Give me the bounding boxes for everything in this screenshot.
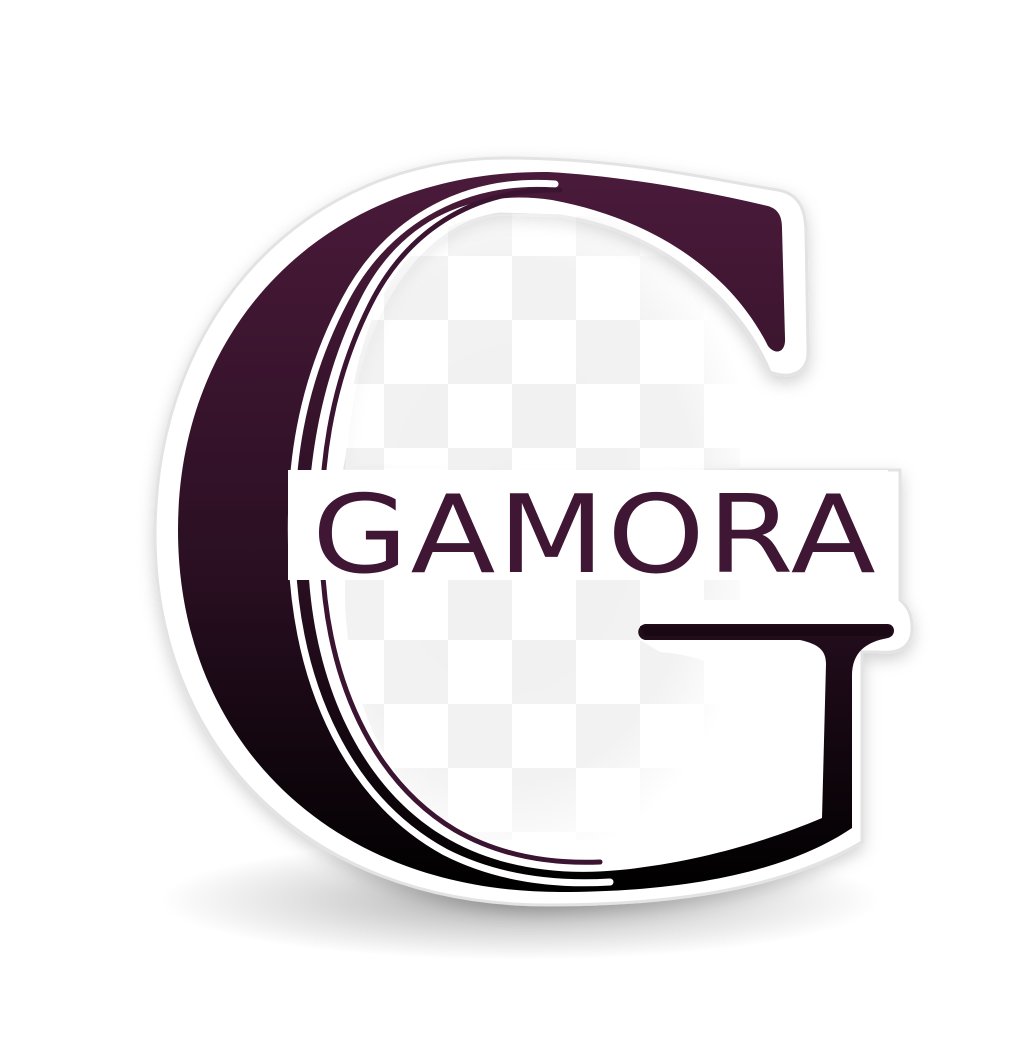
wordmark-band [288, 470, 888, 580]
brand-wordmark: GAMORA [312, 473, 878, 598]
